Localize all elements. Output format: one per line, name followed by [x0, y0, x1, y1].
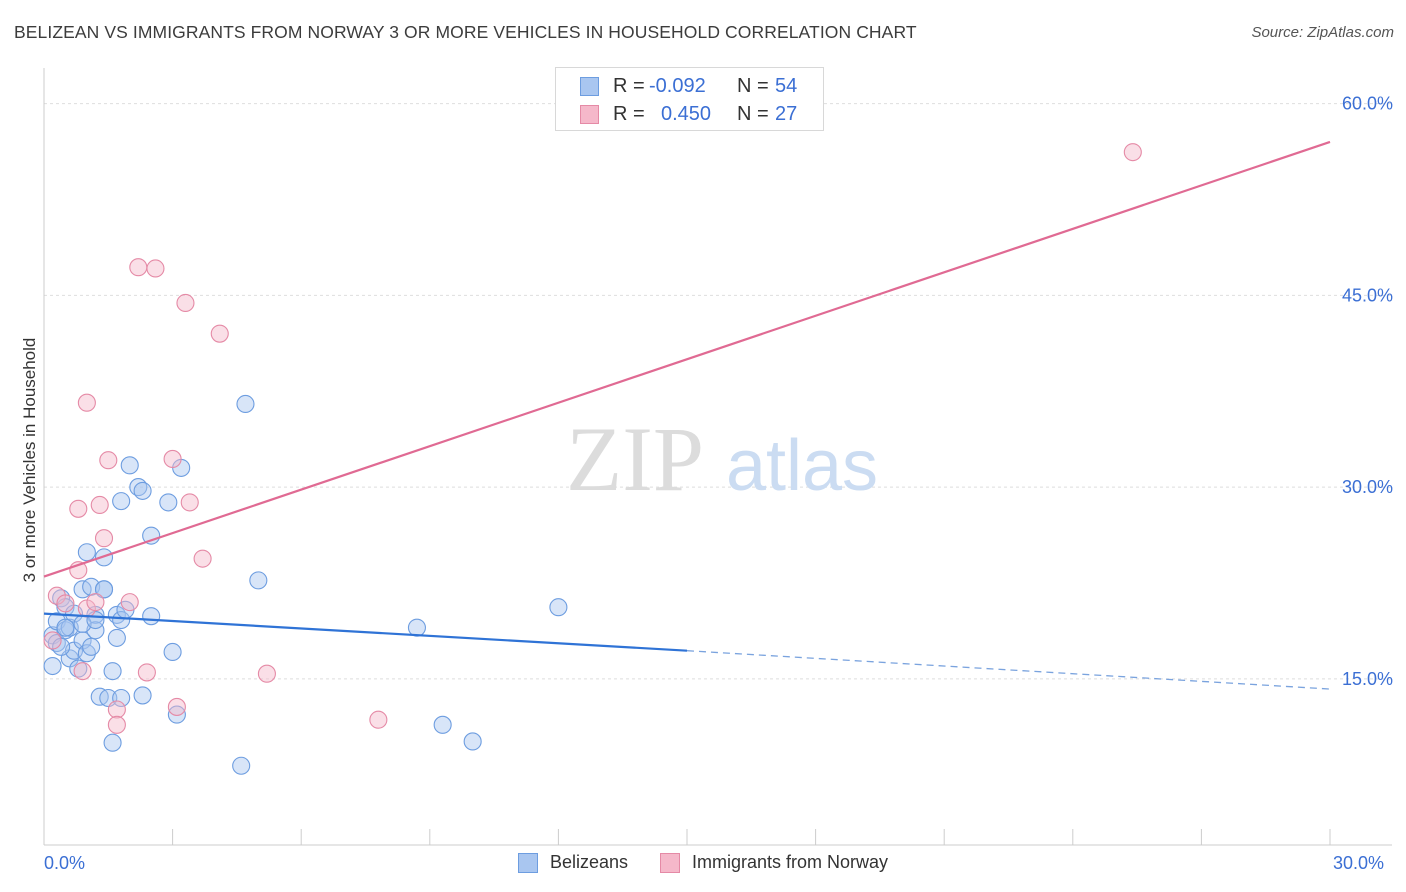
series-legend: Belizeans Immigrants from Norway: [0, 852, 1406, 873]
x-min-label: 0.0%: [44, 853, 86, 873]
norway-point-5: [73, 662, 92, 681]
r-value: 0.450: [661, 102, 712, 125]
belizeans-point-41: [232, 756, 251, 775]
belizeans-point-24: [103, 733, 122, 752]
norway-trend-line: [43, 140, 1331, 578]
norway-point-14: [120, 593, 139, 612]
correlation-legend: R = -0.092 N = 54 R = 0.450 N = 27: [555, 67, 824, 131]
norway-point-11: [99, 451, 118, 470]
norway-point-9: [90, 495, 109, 515]
belizeans-point-15: [82, 637, 101, 656]
y-tick-label-3: 60.0%: [1342, 94, 1393, 114]
belizeans-point-14: [77, 543, 96, 562]
watermark-zip: ZIP: [566, 408, 704, 510]
belizeans-point-27: [112, 610, 131, 630]
r-label: R =: [613, 74, 645, 97]
norway-point-2: [56, 594, 75, 613]
axes: [43, 68, 1392, 846]
belizeans-point-45: [433, 715, 452, 734]
belizeans-point-31: [120, 456, 139, 475]
legend-row-belizeans: R = -0.092 N = 54: [556, 73, 797, 99]
norway-point-0: [43, 631, 62, 650]
trend-lines: [43, 140, 1331, 690]
source-label: Source: ZipAtlas.com: [1251, 24, 1394, 41]
norway-point-21: [176, 293, 195, 313]
belizeans-point-50: [56, 618, 75, 637]
legend-item-norway: Immigrants from Norway: [660, 852, 888, 873]
norway-point-8: [86, 593, 105, 612]
r-value: -0.092: [649, 74, 706, 97]
belizeans-point-28: [112, 688, 131, 708]
y-tick-label-2: 45.0%: [1342, 285, 1393, 305]
belizeans-point-30: [112, 492, 131, 511]
belizeans-point-33: [133, 686, 152, 705]
belizeans-point-23: [103, 662, 122, 681]
norway-point-26: [1123, 143, 1142, 162]
belizeans-point-37: [159, 493, 178, 512]
chart-title: BELIZEAN VS IMMIGRANTS FROM NORWAY 3 OR …: [14, 22, 917, 42]
legend-swatch-belizeans: [580, 76, 599, 96]
norway-point-19: [167, 697, 186, 716]
belizeans-point-42: [236, 394, 255, 414]
n-label: N =: [737, 74, 769, 97]
norway-point-22: [193, 549, 212, 568]
belizeans-point-48: [43, 656, 62, 676]
norway-point-13: [107, 715, 126, 734]
belizeans-point-38: [163, 642, 182, 662]
belizeans-point-43: [249, 571, 268, 590]
norway-point-12: [107, 700, 126, 719]
norway-point-25: [369, 710, 388, 729]
belizeans-trend-extension: [686, 650, 1331, 690]
legend-swatch-norway: [660, 852, 680, 873]
n-label: N =: [737, 102, 769, 125]
y-axis-label: 3 or more Vehicles in Household: [20, 337, 39, 583]
norway-point-15: [129, 258, 148, 277]
r-label: R =: [613, 102, 645, 125]
y-tick-label-1: 30.0%: [1342, 477, 1393, 497]
belizeans-point-44: [407, 618, 426, 637]
norway-point-7: [77, 393, 96, 412]
norway-point-10: [94, 529, 114, 548]
n-value: 54: [775, 74, 798, 97]
watermark-atlas: atlas: [726, 426, 878, 506]
series-belizeans: [43, 394, 568, 775]
legend-swatch-norway: [580, 104, 599, 124]
norway-point-24: [257, 664, 276, 683]
norway-point-16: [137, 663, 156, 682]
y-tick-labels: 15.0% 30.0% 45.0% 60.0%: [1342, 94, 1393, 689]
legend-label-norway: Immigrants from Norway: [692, 852, 889, 872]
norway-point-20: [180, 493, 199, 512]
belizeans-point-47: [549, 598, 568, 617]
legend-item-belizeans: Belizeans: [517, 852, 628, 873]
norway-point-17: [146, 259, 165, 278]
norway-point-23: [210, 324, 229, 343]
belizeans-trend-line: [43, 612, 688, 652]
legend-row-norway: R = 0.450 N = 27: [556, 101, 797, 127]
x-max-label: 30.0%: [1333, 853, 1385, 873]
norway-point-4: [69, 499, 88, 518]
belizeans-point-46: [463, 732, 482, 751]
series-immigrants-from-norway: [43, 143, 1142, 734]
y-tick-label-0: 15.0%: [1342, 669, 1393, 689]
belizeans-point-34: [133, 481, 152, 500]
belizeans-point-39: [167, 705, 186, 724]
belizeans-point-53: [94, 580, 114, 599]
belizeans-point-25: [107, 628, 126, 647]
norway-point-18: [163, 449, 182, 468]
belizeans-point-36: [142, 607, 161, 626]
legend-swatch-belizeans: [517, 852, 538, 873]
legend-label-belizeans: Belizeans: [549, 852, 628, 872]
n-value: 27: [775, 102, 798, 125]
